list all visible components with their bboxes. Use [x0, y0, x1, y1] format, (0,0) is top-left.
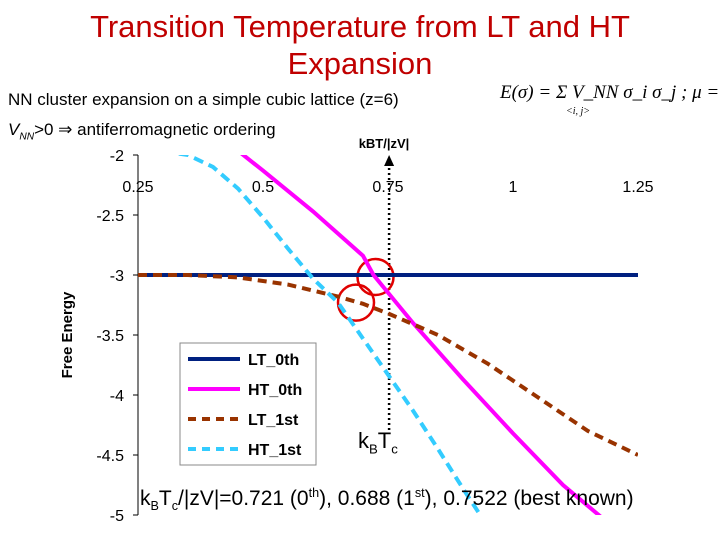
- series-line-ht-1st: [173, 155, 483, 515]
- slide-title: Transition Temperature from LT and HT Ex…: [90, 9, 630, 81]
- x-tick-label: 1: [509, 179, 518, 196]
- series-line-lt-1st: [138, 273, 638, 457]
- x-tick-label: 0.75: [372, 179, 403, 196]
- marker-k: k: [358, 428, 369, 453]
- x-tick-label: 0.25: [122, 179, 153, 196]
- legend-label: HT_0th: [248, 382, 302, 399]
- result-sub-c: c: [171, 499, 179, 514]
- result-value-1st: ), 0.688 (1: [319, 487, 415, 510]
- result-text: kBTc/|zV|=0.721 (0th), 0.688 (1st), 0.75…: [140, 486, 634, 513]
- result-best-known: ), 0.7522 (best known): [424, 487, 634, 510]
- y-tick-label: -3: [110, 268, 124, 285]
- chart-axes: -2 -2.5 -3 -3.5 -4 -4.5 -5 Free Energy 0.25 0.5 0.…: [59, 136, 654, 525]
- result-value-0th: /|zV|=0.721 (0: [178, 487, 309, 510]
- kbtc-marker-label: kBTc: [358, 428, 398, 456]
- ordering-text: >0 ⇒ antiferromagnetic ordering: [34, 120, 276, 139]
- subtitle-line-2: VNN>0 ⇒ antiferromagnetic ordering: [8, 120, 276, 142]
- result-sub-b: B: [150, 499, 159, 514]
- marker-sub-b: B: [369, 441, 378, 457]
- legend-label: LT_0th: [248, 352, 299, 369]
- vnn-subscript: NN: [19, 131, 35, 143]
- result-sup-th: th: [308, 486, 320, 500]
- series-line-ht-0th: [240, 155, 602, 515]
- marker-t: T: [377, 428, 392, 453]
- intersection-circle-2: [336, 283, 376, 322]
- energy-formula-text: E(σ) = Σ V_NN σ_i σ_j ; μ = 0: [500, 82, 720, 103]
- y-tick-label: -5: [110, 508, 124, 525]
- result-sup-st: st: [414, 486, 425, 500]
- y-tick-label: -3.5: [96, 328, 124, 345]
- x-tick-label: 1.25: [622, 179, 653, 196]
- vnn-symbol: V: [8, 120, 20, 139]
- subtitle-line-1: NN cluster expansion on a simple cubic l…: [8, 90, 399, 109]
- result-t: T: [158, 487, 172, 510]
- formula-sum-index: <i, j>: [566, 106, 591, 117]
- y-tick-label: -2.5: [96, 208, 124, 225]
- legend-box: [179, 342, 317, 466]
- y-axis-title: Free Energy: [59, 291, 76, 378]
- kbtc-arrow-head: [384, 155, 395, 166]
- chart-series: [138, 155, 638, 515]
- y-tick-label: -2: [110, 148, 124, 165]
- marker-sub-c: c: [391, 441, 398, 457]
- legend-label: HT_1st: [248, 442, 302, 459]
- x-tick-label: 0.5: [252, 179, 274, 196]
- y-tick-label: -4: [110, 388, 124, 405]
- y-tick-label: -4.5: [96, 448, 124, 465]
- x-axis-title: kBT/|zV|: [359, 136, 410, 151]
- chart-legend: LT_0th HT_0th LT_1st HT_1st: [179, 342, 317, 466]
- result-k: k: [140, 487, 151, 510]
- energy-formula: E(σ) = Σ V_NN σ_i σ_j ; μ = 0 <i, j>: [500, 82, 720, 117]
- legend-label: LT_1st: [248, 412, 299, 429]
